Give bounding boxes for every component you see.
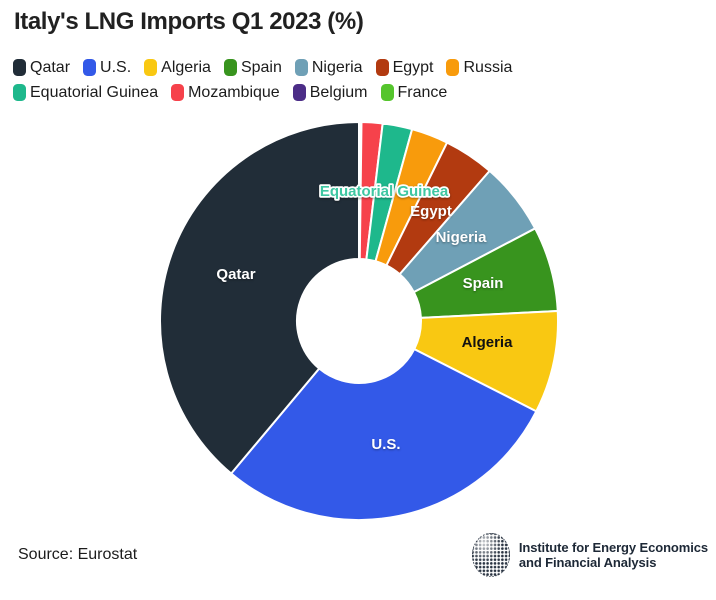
legend-label: Belgium	[309, 84, 368, 101]
legend-swatch-qatar	[13, 59, 26, 76]
chart-title: Italy's LNG Imports Q1 2023 (%)	[14, 8, 364, 35]
legend-item-u-s: U.S.	[83, 58, 131, 77]
legend-item-algeria: Algeria	[144, 58, 211, 77]
legend-label: Algeria	[161, 59, 211, 76]
legend-swatch-egypt	[375, 59, 389, 76]
slice-u-s	[230, 348, 538, 521]
ieefa-logo-line1: Institute for Energy Economics	[518, 540, 708, 555]
slice-label-qatar: Qatar	[216, 266, 255, 283]
legend-swatch-nigeria	[294, 59, 308, 76]
legend-swatch-belgium	[292, 84, 306, 101]
legend-label: Spain	[240, 59, 282, 76]
slice-label-equatorial-guinea: Equatorial Guinea	[320, 183, 449, 200]
slice-label-algeria: Algeria	[462, 334, 514, 351]
legend-swatch-mozambique	[171, 84, 185, 101]
legend-item-egypt: Egypt	[375, 58, 434, 77]
legend-item-belgium: Belgium	[292, 83, 368, 102]
ieefa-logo-text: Institute for Energy Economics and Finan…	[519, 540, 708, 570]
legend-label: Russia	[463, 59, 513, 76]
globe-dots-icon	[471, 532, 510, 578]
slice-label-u-s: U.S.	[371, 436, 400, 453]
legend-item-equatorial-guinea: Equatorial Guinea	[13, 83, 158, 102]
ieefa-logo-line2: and Financial Analysis	[518, 555, 657, 570]
legend-item-mozambique: Mozambique	[171, 83, 280, 102]
legend-swatch-russia	[446, 59, 460, 76]
ieefa-logo: Institute for Energy Economics and Finan…	[471, 532, 708, 578]
legend-item-spain: Spain	[223, 58, 282, 77]
legend-label: France	[397, 84, 448, 101]
legend-label: Qatar	[30, 59, 71, 76]
slice-label-nigeria: Nigeria	[436, 229, 488, 246]
legend-swatch-france	[380, 84, 394, 101]
legend-label: Nigeria	[311, 59, 363, 76]
legend-item-france: France	[380, 83, 448, 102]
slice-label-egypt: Egypt	[410, 203, 452, 220]
legend-item-qatar: Qatar	[13, 58, 70, 77]
legend-item-russia: Russia	[446, 58, 512, 77]
chart-legend: Qatar U.S. Algeria Spain Nigeria Egypt Russia E…	[13, 58, 633, 102]
source-note: Source: Eurostat	[18, 546, 138, 563]
legend-label: Egypt	[392, 59, 434, 76]
legend-label: U.S.	[100, 59, 132, 76]
legend-swatch-u-s	[83, 59, 97, 76]
legend-swatch-spain	[223, 59, 237, 76]
legend-item-nigeria: Nigeria	[294, 58, 363, 77]
legend-label: Mozambique	[188, 84, 280, 101]
legend-swatch-algeria	[144, 59, 158, 76]
slice-qatar	[159, 121, 360, 475]
legend-label: Equatorial Guinea	[30, 84, 159, 101]
legend-swatch-equatorial-guinea	[13, 84, 26, 101]
slice-label-spain: Spain	[463, 275, 504, 292]
